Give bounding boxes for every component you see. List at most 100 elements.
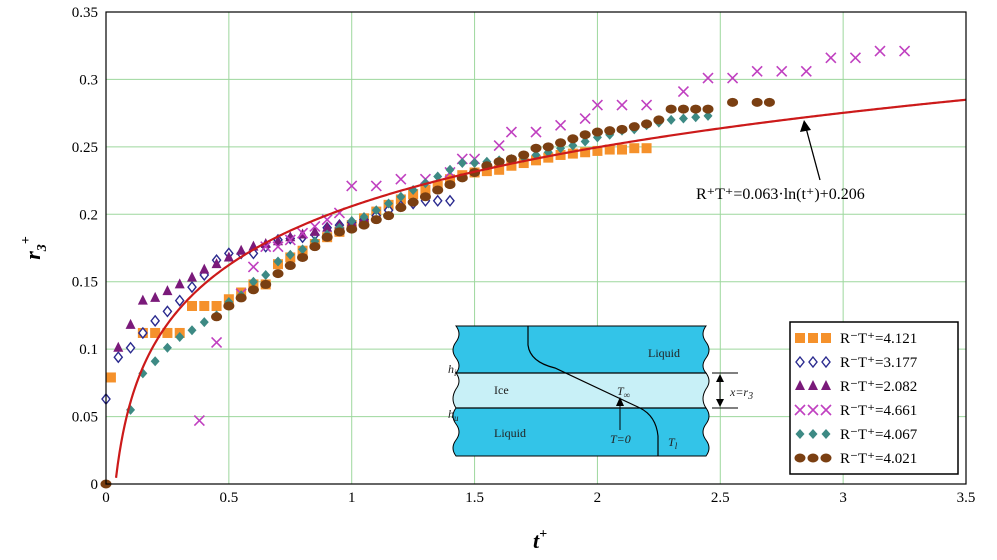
data-point <box>494 164 505 175</box>
legend-marker <box>808 333 818 343</box>
data-point <box>297 252 309 262</box>
data-point <box>505 126 517 138</box>
inset-label-h-bottom-sub: u <box>454 413 459 423</box>
data-point <box>248 276 258 287</box>
annotation-arrow-head <box>800 120 811 132</box>
data-point <box>641 143 652 154</box>
inset-label-x-main: x=r <box>729 385 748 399</box>
legend-marker <box>808 380 818 390</box>
data-point <box>457 158 467 169</box>
y-axis-title: r3+ <box>19 236 50 260</box>
inset-label-x: x=r3 <box>729 385 753 402</box>
data-point <box>580 136 590 147</box>
data-point <box>505 154 517 164</box>
legend-label: R⁻T⁺=2.082 <box>840 379 917 395</box>
data-point <box>137 294 148 305</box>
data-point <box>616 99 628 111</box>
data-point <box>321 232 333 242</box>
data-point <box>432 185 444 195</box>
data-point <box>199 300 210 311</box>
data-point <box>187 325 197 336</box>
data-point <box>322 221 333 232</box>
legend-entry: R⁻T⁺=4.121 <box>795 331 917 347</box>
annotation-arrow-line <box>805 127 821 181</box>
data-point <box>641 99 653 111</box>
data-point <box>285 231 296 242</box>
data-point <box>396 191 406 202</box>
x-tick-label: 2.5 <box>711 490 730 506</box>
data-point <box>530 126 542 138</box>
data-point <box>419 192 431 202</box>
data-point <box>309 220 321 232</box>
inset-dimension-head-top <box>716 374 724 382</box>
data-point <box>653 115 665 125</box>
data-point <box>284 261 296 271</box>
data-point <box>567 134 579 144</box>
data-point <box>776 65 788 77</box>
data-point <box>187 271 197 282</box>
data-point <box>199 317 209 328</box>
inset-label-h-top-main: h <box>448 362 454 376</box>
inset-label-h-top: hi <box>448 362 457 378</box>
legend-marker <box>821 333 831 343</box>
data-point <box>445 194 455 207</box>
data-point <box>297 227 309 239</box>
legend-marker <box>794 453 806 463</box>
data-point <box>518 150 530 160</box>
data-point <box>849 52 861 64</box>
data-point <box>150 291 161 302</box>
y-axis-title-text: r <box>20 251 45 260</box>
legend-marker <box>795 355 805 369</box>
inset-label-t-zero: T=0 <box>610 432 631 446</box>
y-tick-label: 0.2 <box>79 207 98 223</box>
data-point <box>150 314 161 327</box>
data-point <box>800 65 812 77</box>
x-tick-label: 1 <box>348 490 356 506</box>
data-point <box>543 152 554 163</box>
legend-marker <box>795 333 805 343</box>
y-tick-label: 0.1 <box>79 342 98 358</box>
data-point <box>162 342 172 353</box>
data-point <box>555 119 567 131</box>
inset-label-t-l-main: T <box>668 435 676 449</box>
data-point <box>260 241 272 253</box>
data-point <box>273 235 283 246</box>
data-point <box>567 148 578 159</box>
data-point <box>751 65 763 77</box>
data-point <box>113 341 124 352</box>
legend-entry: R⁻T⁺=4.661 <box>794 403 917 419</box>
data-point <box>211 312 223 322</box>
data-point <box>395 203 407 213</box>
data-point <box>235 293 247 303</box>
legend-label: R⁻T⁺=4.067 <box>840 427 918 443</box>
data-point <box>284 234 296 246</box>
inset-liquid-bottom <box>452 407 710 457</box>
data-point <box>702 72 714 84</box>
data-point <box>493 139 505 152</box>
data-point <box>677 104 689 114</box>
data-point <box>481 166 492 177</box>
inset-temperature-profile <box>527 326 659 456</box>
data-point <box>175 332 185 343</box>
data-point <box>702 104 714 114</box>
inset-label-t-inf-sub: ∞ <box>624 390 630 400</box>
inset-label-t-inf: T∞ <box>617 384 630 400</box>
inset-label-h-bottom-main: h <box>448 407 454 421</box>
data-point <box>555 138 567 148</box>
data-point <box>298 244 308 255</box>
x-tick-label: 3 <box>839 490 847 506</box>
inset-arrow-t0-head <box>616 397 624 406</box>
legend-box <box>789 321 959 475</box>
legend-marker <box>795 380 805 390</box>
series-6 <box>100 97 775 489</box>
data-point <box>346 224 358 234</box>
data-point <box>384 198 394 209</box>
data-point <box>518 158 529 169</box>
legend-label: R⁻T⁺=4.661 <box>840 403 917 419</box>
legend-marker <box>808 429 818 439</box>
data-point <box>383 211 395 221</box>
data-point <box>346 180 358 192</box>
data-point <box>591 127 603 137</box>
fit-curve <box>114 98 967 478</box>
data-point <box>432 194 443 207</box>
